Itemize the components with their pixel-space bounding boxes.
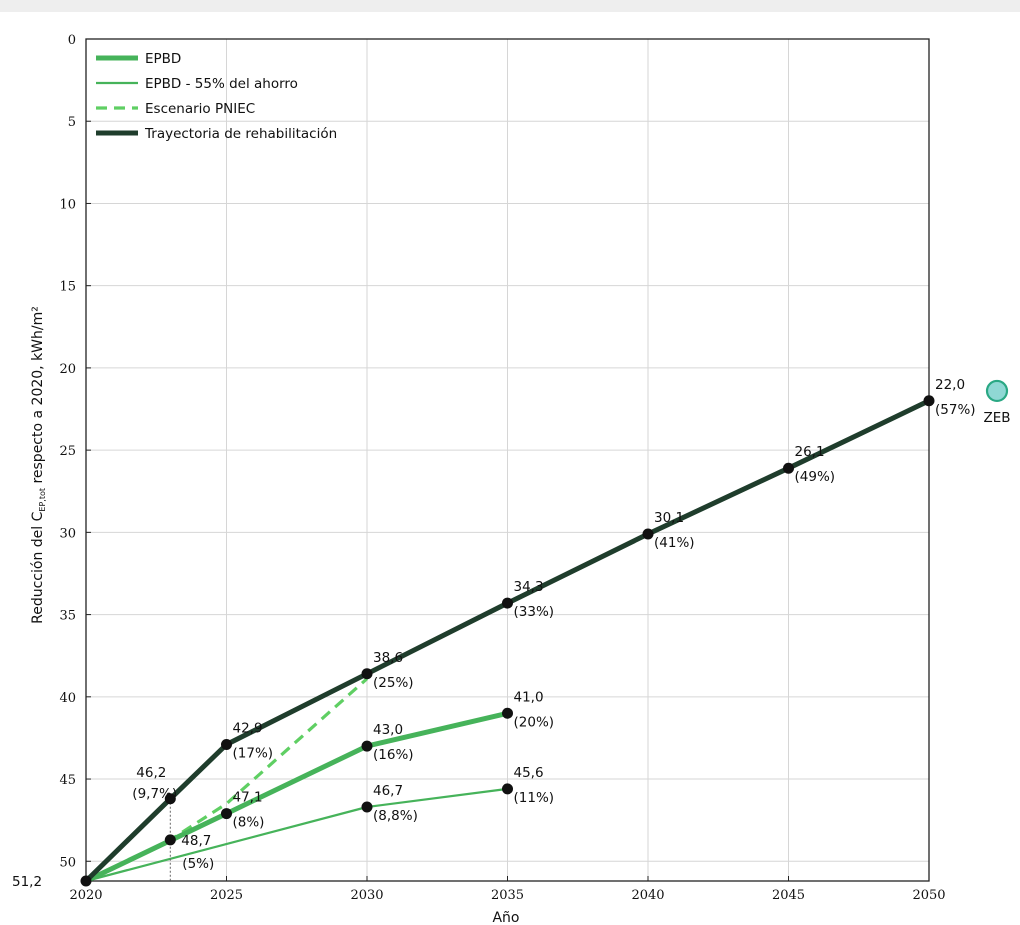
legend-label-0: EPBD xyxy=(145,51,181,67)
x-axis-title: Año xyxy=(492,910,519,925)
y-axis-title-main: Reducción del C xyxy=(30,511,46,623)
data-label-percent: (11%) xyxy=(514,790,555,806)
series-line-1 xyxy=(84,787,509,883)
legend-label-1: EPBD - 55% del ahorro xyxy=(145,76,298,92)
data-point xyxy=(221,808,232,820)
y-start-label: 51,2 xyxy=(12,874,42,890)
x-tick-label: 2020 xyxy=(69,888,102,903)
y-tick-label: 10 xyxy=(59,197,76,212)
data-point-origin xyxy=(80,875,92,887)
data-point xyxy=(164,834,176,846)
data-point xyxy=(502,783,513,795)
data-label-percent: (16%) xyxy=(373,747,414,763)
data-label-value: 30,1 xyxy=(654,510,684,526)
data-point xyxy=(642,528,654,540)
data-label-value: 26,1 xyxy=(795,444,825,460)
data-label-percent: (41%) xyxy=(654,535,695,551)
series-lines xyxy=(83,398,932,884)
series-line-0 xyxy=(83,710,510,884)
data-point xyxy=(361,668,373,680)
y-tick-label: 45 xyxy=(59,773,76,788)
data-label-value: 38,6 xyxy=(373,650,403,666)
top-strip xyxy=(0,0,1020,12)
grid xyxy=(85,38,930,881)
data-label-value: 47,1 xyxy=(233,790,263,806)
data-label-value: 46,7 xyxy=(373,783,403,799)
y-tick-label: 20 xyxy=(59,362,76,377)
data-label-percent: (5%) xyxy=(182,856,214,872)
data-label-value: 45,6 xyxy=(514,765,544,781)
data-label-value: 34,3 xyxy=(514,579,544,595)
y-tick-label: 15 xyxy=(59,280,76,295)
data-label-value: 43,0 xyxy=(373,722,403,738)
x-tick-label: 2025 xyxy=(210,888,243,903)
x-tick-label: 2030 xyxy=(350,888,383,903)
legend: EPBD EPBD - 55% del ahorro Escenario PNIEC… xyxy=(96,51,337,142)
y-tick-label: 35 xyxy=(59,609,76,624)
zeb-circle xyxy=(985,379,1009,403)
y-tick-label: 5 xyxy=(68,115,76,130)
x-tick-label: 2045 xyxy=(772,888,805,903)
data-point xyxy=(221,739,232,751)
y-tick-label: 0 xyxy=(68,33,76,48)
y-axis-title-rest: respecto a 2020, kWh/m² xyxy=(30,306,46,488)
y-axis-title: Reducción del CEP,tot respecto a 2020, k… xyxy=(30,306,47,624)
x-tick-label: 2040 xyxy=(631,888,664,903)
legend-label-3: Trayectoria de rehabilitación xyxy=(144,126,337,142)
data-label-value: 41,0 xyxy=(514,689,544,705)
data-point xyxy=(923,395,935,407)
x-tick-label: 2050 xyxy=(912,888,945,903)
data-point xyxy=(783,462,794,474)
x-tick-label: 2035 xyxy=(491,888,524,903)
data-label-percent: (8,8%) xyxy=(373,808,418,824)
data-point xyxy=(502,597,513,609)
series-line-3 xyxy=(83,398,932,884)
data-label-value: 22,0 xyxy=(935,377,965,393)
data-label-percent: (57%) xyxy=(935,402,976,418)
data-label-percent: (17%) xyxy=(233,746,274,762)
data-labels: 46,2 (9,7%) 42,9 (17%) 38,6 (25%) 34,3 (33%) 30,… xyxy=(132,377,975,872)
y-tick-label: 25 xyxy=(59,444,76,459)
data-label-value: 46,2 xyxy=(136,765,166,781)
data-markers xyxy=(80,395,935,887)
data-label-value: 48,7 xyxy=(181,833,211,849)
y-tick-label: 30 xyxy=(59,526,76,541)
data-label-value: 42,9 xyxy=(233,721,263,737)
data-point xyxy=(502,707,513,719)
data-label-percent: (20%) xyxy=(514,714,555,730)
data-label-percent: (8%) xyxy=(233,815,265,831)
data-point xyxy=(361,801,373,813)
data-label-percent: (49%) xyxy=(795,469,836,485)
axis-ticks: 2020 2025 2030 2035 2040 2045 2050051015202530… xyxy=(59,33,945,903)
data-label-percent: (9,7%) xyxy=(132,786,177,802)
y-tick-label: 50 xyxy=(59,855,76,870)
data-label-percent: (33%) xyxy=(514,604,555,620)
y-tick-label: 40 xyxy=(59,691,76,706)
zeb-label: ZEB xyxy=(983,410,1010,426)
data-point xyxy=(164,793,176,805)
legend-label-2: Escenario PNIEC xyxy=(145,101,255,117)
data-point xyxy=(361,740,373,752)
y-axis-title-sub: EP,tot xyxy=(38,488,47,512)
data-label-percent: (25%) xyxy=(373,675,414,691)
